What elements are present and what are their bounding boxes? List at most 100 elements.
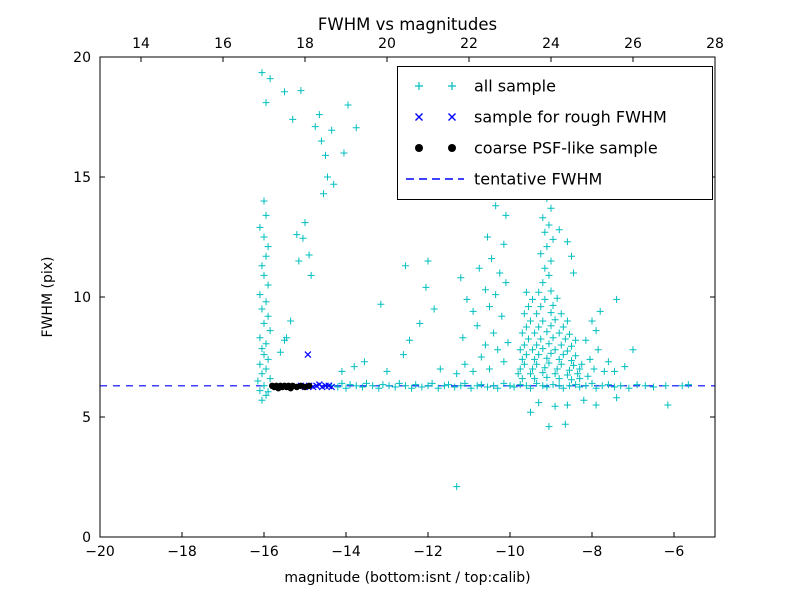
plus-marker — [379, 381, 387, 389]
plus-marker — [555, 375, 563, 383]
legend-cross-marker — [415, 113, 423, 121]
plus-marker — [514, 370, 522, 378]
plus-marker — [264, 355, 272, 363]
plus-marker — [406, 336, 414, 344]
plus-marker — [262, 211, 270, 219]
plus-marker — [621, 363, 629, 371]
plus-marker — [547, 204, 555, 212]
plus-marker — [408, 384, 416, 392]
plus-marker — [543, 243, 551, 251]
plus-marker — [401, 262, 409, 270]
plus-marker — [557, 360, 565, 368]
plus-marker — [340, 149, 348, 157]
plus-marker — [522, 382, 530, 390]
plus-marker — [305, 251, 313, 259]
plus-marker — [563, 238, 571, 246]
plus-marker — [547, 349, 555, 357]
plus-marker — [360, 358, 368, 366]
legend-plus-marker — [448, 82, 456, 90]
plus-marker — [469, 307, 477, 315]
plus-marker — [613, 295, 621, 303]
dot-marker — [305, 382, 313, 389]
plus-marker — [488, 255, 496, 263]
plus-marker — [375, 384, 383, 392]
plus-marker — [539, 279, 547, 287]
plus-marker — [520, 360, 528, 368]
plus-marker — [547, 322, 555, 330]
plus-marker — [535, 288, 543, 296]
x-bottom-tick-label: −6 — [664, 544, 685, 560]
plus-marker — [377, 300, 385, 308]
x-top-tick-label: 20 — [378, 36, 396, 52]
plus-marker — [516, 365, 524, 373]
plus-marker — [557, 341, 565, 349]
plus-marker — [533, 310, 541, 318]
plus-marker — [563, 371, 571, 379]
plus-marker — [500, 379, 508, 387]
plus-marker — [451, 383, 459, 391]
plus-marker — [545, 340, 553, 348]
x-bottom-tick-label: −16 — [249, 544, 279, 560]
plus-marker — [570, 269, 578, 277]
plus-marker — [531, 375, 539, 383]
plus-marker — [289, 115, 297, 123]
plus-marker — [461, 379, 469, 387]
plus-marker — [570, 361, 578, 369]
plus-marker — [295, 257, 303, 265]
plus-marker — [297, 87, 305, 95]
plus-marker — [559, 384, 567, 392]
plus-marker — [258, 345, 266, 353]
plus-marker — [539, 369, 547, 377]
plus-marker — [322, 151, 329, 159]
plus-marker — [412, 381, 420, 389]
plus-marker — [572, 381, 580, 389]
legend-item: sample for rough FWHM — [415, 108, 667, 127]
plus-marker — [473, 322, 481, 330]
plus-marker — [262, 298, 270, 306]
plus-marker — [502, 211, 510, 219]
plus-marker — [258, 370, 266, 378]
plus-marker — [358, 383, 366, 391]
plus-marker — [256, 223, 264, 231]
plus-marker — [541, 364, 549, 372]
plus-marker — [266, 75, 274, 83]
plus-marker — [391, 383, 399, 391]
plus-marker — [500, 358, 508, 366]
plus-marker — [559, 351, 567, 359]
plus-marker — [551, 370, 559, 378]
y-tick-label: 20 — [73, 50, 91, 66]
plus-marker — [258, 396, 266, 404]
plus-marker — [545, 221, 553, 229]
x-bottom-tick-label: −10 — [495, 544, 525, 560]
y-tick-label: 5 — [82, 410, 91, 426]
series-dot-markers — [269, 382, 313, 392]
plus-marker — [549, 381, 557, 389]
plus-marker — [475, 264, 483, 272]
x-top-tick-label: 22 — [460, 36, 478, 52]
plus-marker — [338, 379, 346, 387]
plus-marker — [260, 233, 268, 241]
plus-marker — [537, 335, 545, 343]
plus-marker — [516, 381, 524, 389]
plus-marker — [588, 317, 596, 325]
x-top-tick-label: 24 — [542, 36, 560, 52]
plus-marker — [549, 235, 557, 243]
legend: all sample sample for rough FWHM coarse PS… — [397, 66, 713, 200]
plus-marker — [287, 317, 295, 325]
plus-marker — [469, 367, 477, 375]
x-bottom-tick-label: −12 — [413, 544, 443, 560]
plus-marker — [543, 354, 551, 362]
plus-marker — [500, 240, 508, 248]
plus-marker — [604, 381, 612, 389]
plus-marker — [276, 348, 284, 356]
y-tick-label: 0 — [82, 530, 91, 546]
legend-dot-marker — [448, 144, 456, 152]
plus-marker — [684, 381, 692, 389]
plus-marker — [543, 373, 551, 381]
plus-marker — [440, 382, 448, 390]
plus-marker — [613, 394, 621, 402]
x-bottom-tick-label: −14 — [331, 544, 361, 560]
plus-marker — [504, 339, 512, 347]
y-tick-label: 15 — [73, 170, 91, 186]
plus-marker — [264, 312, 272, 320]
